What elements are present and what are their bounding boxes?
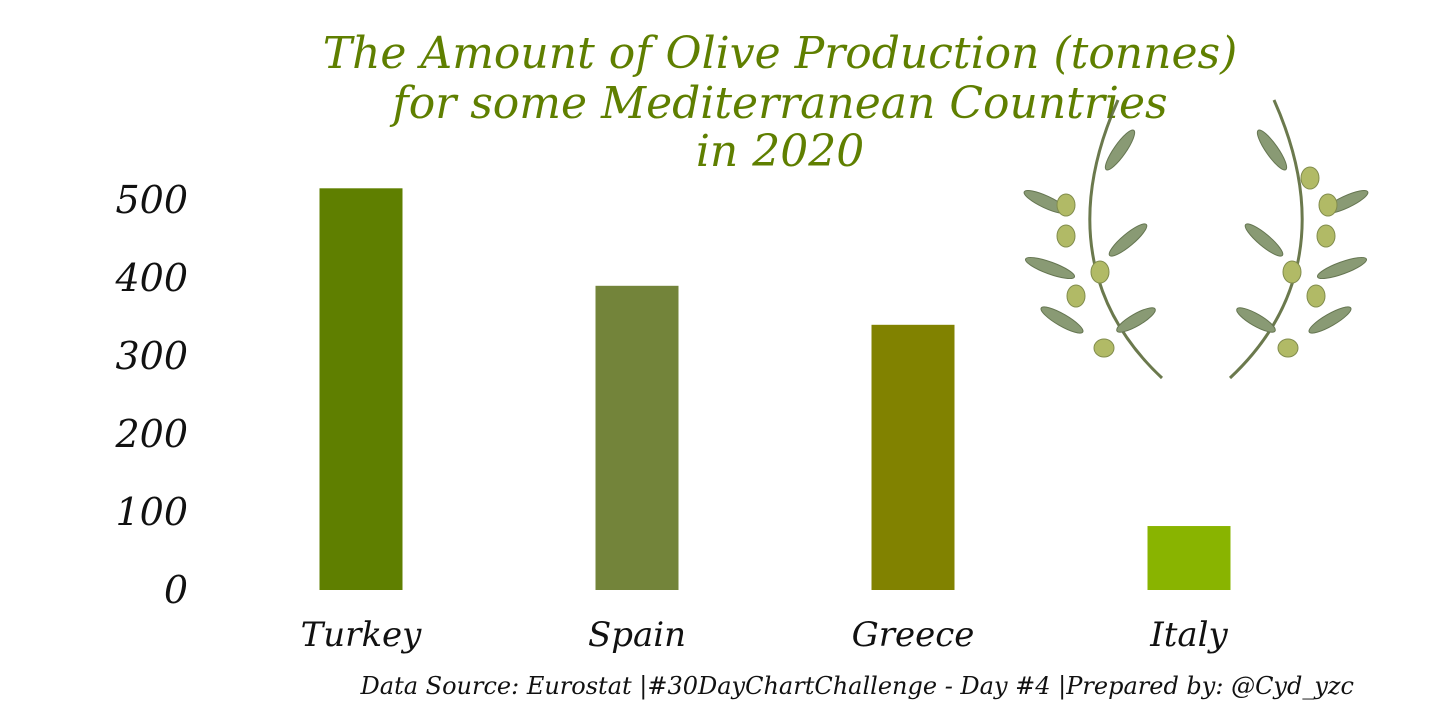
- data-source-note: Data Source: Eurostat |#30DayChartChalle…: [360, 672, 1354, 701]
- title-line-1: The Amount of Olive Production (tonnes): [323, 28, 1238, 79]
- y-tick-label: 100: [115, 490, 188, 534]
- y-tick-label: 0: [164, 568, 188, 612]
- x-tick-label-spain: Spain: [588, 615, 686, 655]
- x-tick-label-turkey: Turkey: [301, 615, 423, 655]
- y-tick-label: 200: [114, 412, 188, 456]
- x-tick-label-greece: Greece: [852, 615, 975, 655]
- bar-italy: [1147, 526, 1231, 590]
- bars: [319, 188, 1231, 591]
- chart-title: The Amount of Olive Production (tonnes) …: [323, 28, 1238, 177]
- y-tick-label: 400: [114, 256, 188, 300]
- x-axis: Turkey Spain Greece Italy: [301, 615, 1229, 655]
- bar-spain: [595, 285, 679, 590]
- title-line-2: for some Mediterranean Countries: [389, 78, 1167, 129]
- y-axis: 0 100 200 300 400 500: [114, 178, 188, 612]
- title-line-3: in 2020: [696, 126, 864, 177]
- bar-greece: [871, 324, 955, 590]
- y-tick-label: 500: [115, 178, 188, 222]
- x-tick-label-italy: Italy: [1149, 615, 1228, 655]
- bar-turkey: [319, 188, 403, 591]
- y-tick-label: 300: [115, 334, 188, 378]
- olive-branch-wreath-icon: [1023, 99, 1369, 380]
